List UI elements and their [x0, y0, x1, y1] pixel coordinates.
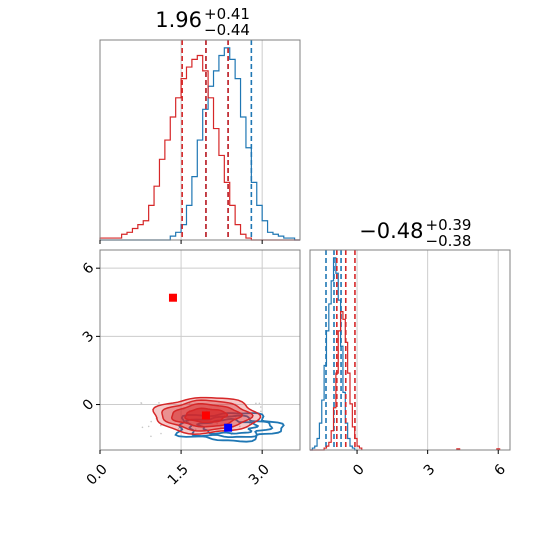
hist-2-title: −0.48 [359, 219, 423, 243]
hist-2-xtick-label: 6 [491, 461, 509, 479]
density-sample-point [239, 425, 241, 428]
density-ytick-label: 6 [80, 260, 98, 278]
density-sample-point [158, 402, 160, 404]
density-frame [99, 249, 301, 451]
hist-2-xtick-label: 0 [350, 461, 368, 479]
hist-2-title-plus: +0.39 [426, 216, 472, 234]
density-sample-point [194, 428, 197, 431]
blue-contour [185, 414, 274, 438]
hist-2-plot [309, 249, 511, 454]
density-plot: 0.0 1.5 3.0 0 3 6 [80, 249, 301, 488]
density-sample-point [140, 402, 143, 404]
density-xtick-label: 3.0 [246, 461, 273, 488]
density-sample-point [150, 420, 152, 423]
density-sample-point [258, 402, 261, 405]
density-sample-point [260, 410, 262, 413]
density-plot-area [100, 250, 300, 450]
hist-1-title-minus: −0.44 [204, 21, 250, 39]
hist-2-xtick-label: 3 [421, 461, 439, 479]
density-sample-point [160, 424, 162, 427]
density-ytick-label: 3 [80, 328, 98, 346]
hist-2-frame [309, 249, 511, 451]
hist-1-title: 1.96 [155, 8, 202, 32]
density-sample-point [147, 425, 150, 428]
density-sample-point [177, 427, 180, 430]
density-sample-point [160, 432, 162, 435]
hist-1-title-plus: +0.41 [204, 5, 250, 23]
density-sample-point [255, 402, 257, 405]
hist-1-plot [99, 39, 301, 244]
density-ytick-label: 0 [80, 396, 98, 414]
density-sample-point [188, 403, 191, 405]
hist-2-title-minus: −0.38 [426, 232, 472, 250]
hist-1-frame [99, 39, 301, 241]
density-xtick-label: 0.0 [84, 461, 111, 488]
density-xtick-label: 1.5 [165, 461, 192, 488]
hist-2-histogram-series [310, 311, 363, 451]
hist-1-histogram-series [100, 47, 300, 241]
marker-square [201, 411, 210, 420]
density-sample-point [150, 435, 152, 438]
density-sample-point [141, 426, 144, 429]
marker-square [168, 293, 177, 302]
density-sample-point [259, 406, 262, 408]
marker-square [224, 423, 233, 432]
hist-1-histogram-series [99, 54, 300, 241]
